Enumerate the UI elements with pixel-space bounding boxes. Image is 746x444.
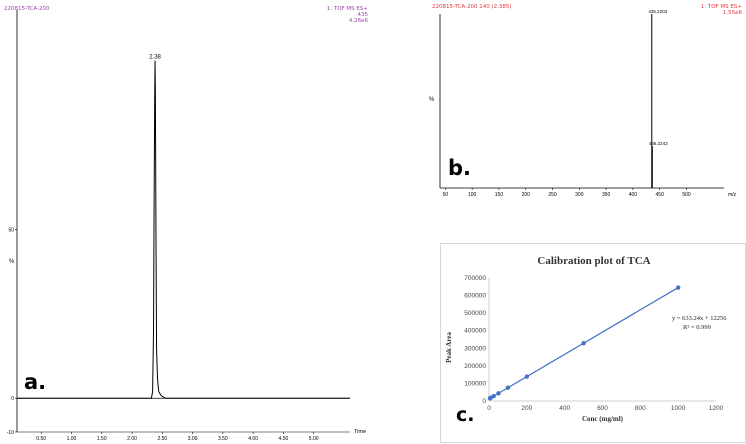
panel-label-c: c. (456, 404, 475, 426)
calibration-point (524, 374, 530, 379)
chromatogram-trace (17, 60, 350, 399)
chromatogram-x-tick-label: 0.50 (36, 436, 46, 442)
calibration-point (496, 391, 501, 396)
calibration-y-tick-label: 300000 (464, 345, 486, 352)
chromatogram-x-tick-label: 4.50 (279, 436, 289, 442)
regression-equation: y = 633.24x + 12256 (672, 315, 727, 322)
chromatogram-y-tick-label: 0 (11, 396, 14, 402)
spectrum-x-tick-label: 50 (443, 192, 449, 198)
spectrum-header-right: 1: TOF MS ES+ 1.55e6 (668, 4, 742, 16)
calibration-y-tick-label: 100000 (464, 380, 486, 387)
chromatogram-y-label: % (9, 259, 15, 265)
calibration-y-tick-label: 200000 (464, 363, 486, 370)
calibration-x-tick-label: 800 (635, 405, 646, 412)
calibration-title: Calibration plot of TCA (537, 255, 651, 267)
chromatogram-x-tick-label: 2.00 (127, 436, 137, 442)
spectrum-x-tick-label: 100 (468, 192, 477, 198)
chromatogram-panel: 220815-TCA-200 1: TOF MS ES+ 435 4.26e6 0.… (0, 0, 370, 443)
spectrum-x-tick-label: m/z (728, 192, 737, 198)
calibration-y-label: Peak Area (445, 332, 453, 363)
calibration-point (581, 341, 586, 346)
spectrum-x-tick-label: 200 (522, 192, 531, 198)
chromatogram-y-tick-label: 50 (8, 227, 14, 233)
spectrum-header-left: 220815-TCA-200 140 (2.385) (432, 4, 512, 10)
chromatogram-header-left: 220815-TCA-200 (4, 6, 50, 12)
calibration-y-tick-label: 500000 (464, 310, 486, 317)
spectrum-header-line-0: 1: TOF MS ES+ (700, 4, 742, 10)
calibration-y-tick-label: 700000 (464, 275, 486, 282)
spectrum-x-tick-label: 350 (602, 192, 611, 198)
mass-spectrum-panel: 220815-TCA-200 140 (2.385) 1: TOF MS ES+… (418, 0, 746, 200)
calibration-y-tick-label: 600000 (464, 293, 486, 300)
calibration-x-label: Conc (mg/ml) (582, 415, 624, 423)
calibration-x-tick-label: 1000 (671, 405, 686, 412)
spectrum-header-line-1: 1.55e6 (722, 10, 742, 16)
calibration-x-tick-label: 600 (597, 405, 608, 412)
calibration-x-tick-label: 200 (521, 405, 532, 412)
calibration-y-tick-label: 0 (482, 398, 486, 405)
calibration-x-tick-label: 0 (487, 405, 491, 412)
calibration-panel: Calibration plot of TCA 0 200 400 600 800 100… (440, 243, 746, 443)
calibration-y-tick-label: 400000 (464, 328, 486, 335)
chromatogram-x-tick-label: 3.00 (188, 436, 198, 442)
spectrum-x-tick-label: 250 (548, 192, 557, 198)
panel-label-a: a. (24, 370, 47, 394)
chromatogram-header-line-1: 435 (357, 12, 369, 18)
calibration-x-tick-label: 1200 (709, 405, 724, 412)
chromatogram-x-tick-label: 2.50 (157, 436, 167, 442)
calibration-point (505, 385, 511, 390)
spectrum-x-tick-label: 450 (656, 192, 665, 198)
chromatogram-x-tick-label: 4.00 (248, 436, 258, 442)
spectrum-y-label: % (429, 97, 435, 103)
chromatogram-header-line-2: 4.26e6 (348, 18, 368, 24)
spectrum-x-tick-label: 400 (629, 192, 638, 198)
chromatogram-x-tick-label: 1.00 (67, 436, 77, 442)
panel-label-b: b. (448, 156, 472, 180)
calibration-point (491, 393, 496, 399)
calibration-point (675, 285, 681, 290)
chromatogram-plot: 0.50 1.00 1.50 2.00 2.50 3.00 3.50 4.00 4.50 5.00… (7, 10, 366, 442)
calibration-x-tick-label: 400 (559, 405, 570, 412)
chromatogram-y-tick-label: -10 (7, 430, 14, 436)
spectrum-x-tick-label: 150 (495, 192, 504, 198)
chromatogram-x-tick-label: 1.50 (97, 436, 107, 442)
chromatogram-x-label: Time (354, 429, 366, 435)
chromatogram-header-right: 1: TOF MS ES+ 435 4.26e6 (310, 6, 368, 24)
peak-label: 2.38 (149, 55, 161, 61)
spectrum-peak-label: 435.2203 (648, 9, 667, 14)
r-squared: R² = 0.999 (683, 324, 711, 331)
chromatogram-header-line-0: 1: TOF MS ES+ (326, 6, 368, 12)
calibration-plot: 0 200 400 600 800 1000 1200 0 100000 200000 300000… (445, 275, 724, 423)
spectrum-peak-label: 436.2242 (649, 141, 668, 146)
chromatogram-x-tick-label: 3.50 (218, 436, 228, 442)
spectrum-x-tick-label: 500 (682, 192, 691, 198)
chromatogram-x-tick-label: 5.00 (309, 436, 319, 442)
spectrum-x-tick-label: 300 (575, 192, 584, 198)
calibration-equation: y = 633.24x + 12256 R² = 0.999 (672, 314, 726, 332)
mass-spectrum-plot: 50 100 150 200 250 300 350 400 450 500 m/z 435.220… (429, 9, 737, 198)
